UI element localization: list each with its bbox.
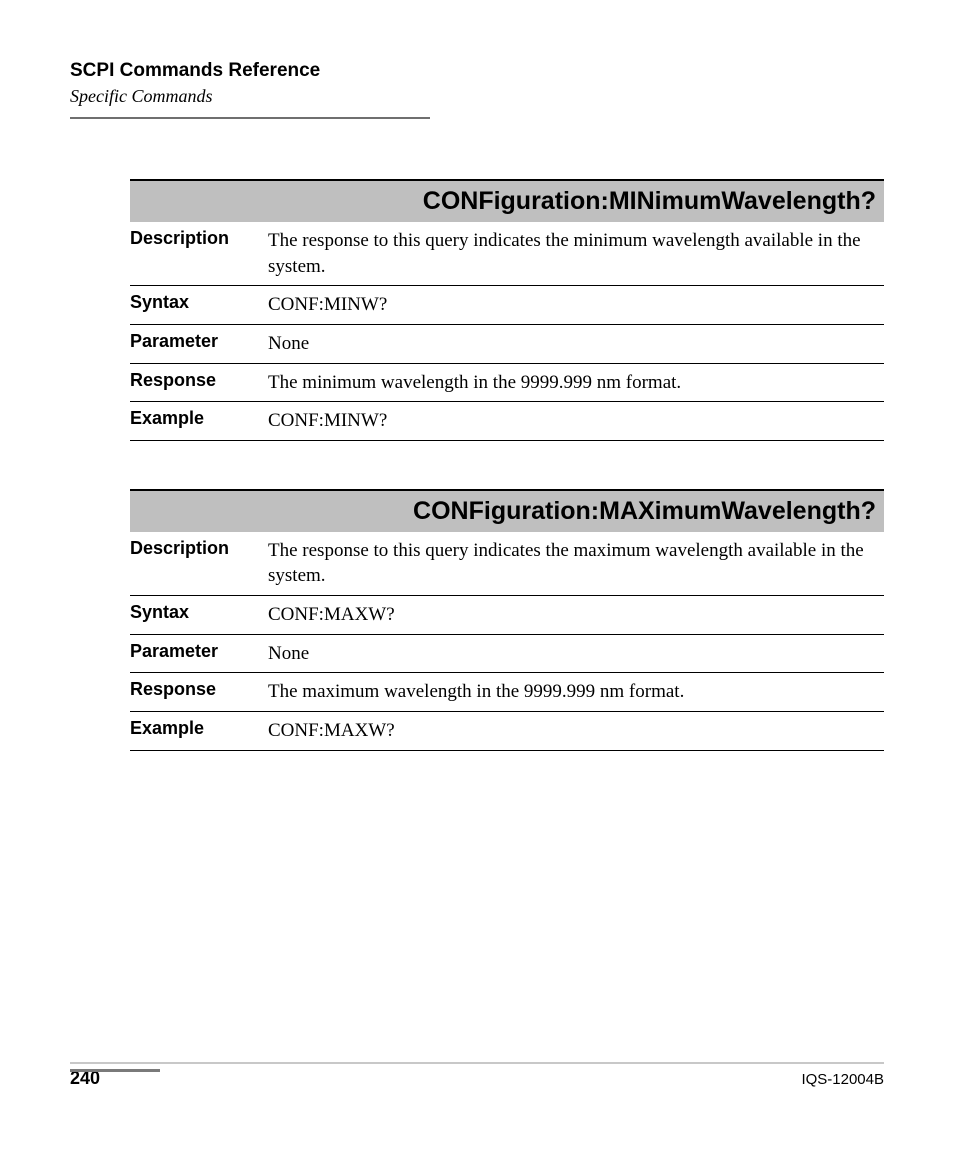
command-title: CONFiguration:MAXimumWavelength? [268, 491, 884, 532]
footer-line: 240 IQS-12004B [70, 1068, 884, 1089]
command-block: CONFiguration:MINimumWavelength? Descrip… [130, 179, 884, 441]
command-row-description: Description The response to this query i… [130, 532, 884, 596]
header-rule [70, 117, 430, 119]
command-title-bar: CONFiguration:MAXimumWavelength? [130, 491, 884, 532]
row-value: The response to this query indicates the… [268, 228, 884, 279]
row-label: Syntax [130, 602, 268, 623]
section-subtitle: Specific Commands [70, 86, 884, 107]
row-label: Example [130, 408, 268, 429]
document-page: SCPI Commands Reference Specific Command… [0, 0, 954, 1159]
row-value: None [268, 641, 884, 667]
command-row-syntax: Syntax CONF:MINW? [130, 286, 884, 325]
document-id: IQS-12004B [801, 1071, 884, 1088]
row-label: Description [130, 538, 268, 559]
row-label: Syntax [130, 292, 268, 313]
row-value: CONF:MAXW? [268, 718, 884, 744]
page-header: SCPI Commands Reference Specific Command… [70, 60, 884, 119]
command-row-parameter: Parameter None [130, 325, 884, 364]
row-value: CONF:MINW? [268, 408, 884, 434]
row-value: CONF:MINW? [268, 292, 884, 318]
title-spacer [130, 181, 268, 222]
command-row-response: Response The minimum wavelength in the 9… [130, 364, 884, 403]
command-row-syntax: Syntax CONF:MAXW? [130, 596, 884, 635]
content-area: CONFiguration:MINimumWavelength? Descrip… [130, 179, 884, 751]
page-footer: 240 IQS-12004B [70, 1062, 884, 1089]
row-value: The minimum wavelength in the 9999.999 n… [268, 370, 884, 396]
chapter-title: SCPI Commands Reference [70, 60, 884, 82]
footer-rule-light [70, 1062, 884, 1064]
row-value: CONF:MAXW? [268, 602, 884, 628]
row-label: Example [130, 718, 268, 739]
command-title: CONFiguration:MINimumWavelength? [268, 181, 884, 222]
command-row-parameter: Parameter None [130, 635, 884, 674]
command-row-response: Response The maximum wavelength in the 9… [130, 673, 884, 712]
row-label: Response [130, 679, 268, 700]
row-value: The response to this query indicates the… [268, 538, 884, 589]
row-label: Parameter [130, 331, 268, 352]
row-label: Response [130, 370, 268, 391]
command-row-description: Description The response to this query i… [130, 222, 884, 286]
command-title-bar: CONFiguration:MINimumWavelength? [130, 181, 884, 222]
footer-rule-dark [70, 1069, 160, 1072]
command-row-example: Example CONF:MINW? [130, 402, 884, 441]
row-value: None [268, 331, 884, 357]
row-label: Parameter [130, 641, 268, 662]
command-row-example: Example CONF:MAXW? [130, 712, 884, 751]
title-spacer [130, 491, 268, 532]
command-block: CONFiguration:MAXimumWavelength? Descrip… [130, 489, 884, 751]
row-value: The maximum wavelength in the 9999.999 n… [268, 679, 884, 705]
row-label: Description [130, 228, 268, 249]
